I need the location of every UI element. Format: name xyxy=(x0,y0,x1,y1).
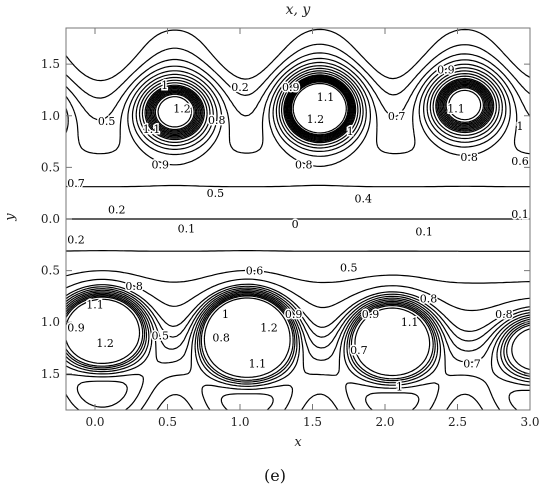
y-tick-label: 1.0 xyxy=(41,109,60,123)
contour-value-label: 0.8 xyxy=(295,158,313,171)
contour-line xyxy=(66,81,530,381)
contour-value-label: 0.9 xyxy=(67,321,85,334)
contour-value-label: 1 xyxy=(517,120,524,133)
contour-value-label: 0.1 xyxy=(511,208,529,221)
contour-value-label: 0.7 xyxy=(463,358,481,371)
contour-line xyxy=(66,61,530,188)
contour-line xyxy=(66,43,530,99)
panel-label: (e) xyxy=(264,466,286,485)
contour-value-label: 0.2 xyxy=(231,81,249,94)
contour-line xyxy=(66,74,530,332)
contour-value-label: 1.1 xyxy=(317,91,335,104)
contour-value-label: 0.9 xyxy=(437,63,455,76)
contour-value-label: 0.5 xyxy=(98,115,116,128)
contour-value-label: 1.1 xyxy=(249,358,267,371)
contour-labels: 1 0.2 0.90.91.21.11.10.51.10.8 1.210.710.9 0… xyxy=(66,62,531,395)
y-tick-label: 1.5 xyxy=(41,57,60,71)
contour-value-label: 0.8 xyxy=(495,308,513,321)
contour-value-label: 0.1 xyxy=(178,222,196,235)
contour-lines xyxy=(66,28,530,410)
contour-chart: 0.0 0.5 1.0 1.5 2.0 2.5 3.0 1.5 1.0 0.5 0.0 0.5 1.0 1… xyxy=(3,2,540,450)
contour-value-label: 1.1 xyxy=(143,123,161,136)
contour-value-label: 1.2 xyxy=(307,113,325,126)
contour-value-label: 1 xyxy=(396,380,403,393)
contour-value-label: 0.7 xyxy=(388,110,406,123)
chart-title: x, y xyxy=(286,2,312,18)
contour-value-label: 0.8 xyxy=(460,151,478,164)
y-tick-label: 0.5 xyxy=(41,264,60,278)
contour-value-label: 0.5 xyxy=(152,330,170,343)
x-tick-label: 2.5 xyxy=(448,415,467,429)
contour-value-label: 0.4 xyxy=(355,192,373,205)
contour-value-label: 1.2 xyxy=(96,337,114,350)
contour-line xyxy=(66,52,530,121)
contour-value-label: 0.2 xyxy=(67,234,85,247)
contour-value-label: 0.2 xyxy=(108,204,126,217)
y-tick-label: 0.5 xyxy=(41,160,60,174)
y-axis-label: y xyxy=(3,213,18,222)
axis-ticks: 0.0 0.5 1.0 1.5 2.0 2.5 3.0 1.5 1.0 0.5 0.0 0.5 1.0 1… xyxy=(41,28,540,429)
contour-line xyxy=(66,72,530,312)
contour-line xyxy=(66,76,530,408)
contour-line xyxy=(66,80,530,383)
contour-value-label: 1 xyxy=(222,308,229,321)
contour-value-label: 0.8 xyxy=(420,292,438,305)
contour-line xyxy=(66,79,530,385)
contour-value-label: 1.2 xyxy=(260,321,278,334)
contour-value-label: 1.1 xyxy=(86,299,104,312)
contour-line xyxy=(66,82,530,378)
y-tick-label: 1.5 xyxy=(41,367,60,381)
contour-line xyxy=(66,57,530,155)
contour-value-label: 0.9 xyxy=(152,158,170,171)
contour-value-label: 0.5 xyxy=(340,262,358,275)
x-tick-label: 1.0 xyxy=(230,415,249,429)
x-tick-label: 0.0 xyxy=(85,415,104,429)
contour-value-label: 0.8 xyxy=(212,332,230,345)
contour-value-label: 0.9 xyxy=(362,308,380,321)
contour-line xyxy=(66,70,530,284)
contour-value-label: 0.8 xyxy=(125,280,143,293)
y-tick-label: 1.0 xyxy=(41,315,60,329)
contour-line xyxy=(66,77,530,410)
contour-value-label: 0.7 xyxy=(350,344,368,357)
contour-value-label: 0.5 xyxy=(207,187,225,200)
contour-line xyxy=(66,65,530,220)
x-axis-label: x xyxy=(294,435,302,450)
contour-line xyxy=(66,75,530,342)
contour-value-label: 1.1 xyxy=(401,316,419,329)
contour-value-label: 1.1 xyxy=(447,103,465,116)
x-tick-label: 1.5 xyxy=(303,415,322,429)
contour-value-label: 0 xyxy=(292,218,299,231)
y-tick-label: 0.0 xyxy=(41,212,60,226)
x-tick-label: 2.0 xyxy=(375,415,394,429)
x-tick-label: 3.0 xyxy=(520,415,539,429)
contour-line xyxy=(66,78,530,410)
contour-value-label: 0.6 xyxy=(511,155,529,168)
contour-value-label: 1 xyxy=(347,125,354,138)
contour-value-label: 0.9 xyxy=(282,81,300,94)
contour-line xyxy=(66,67,530,252)
contour-value-label: 0.1 xyxy=(415,225,433,238)
contour-line xyxy=(66,78,530,410)
contour-value-label: 0.6 xyxy=(246,265,264,278)
contour-value-label: 0.8 xyxy=(208,114,226,127)
x-tick-label: 0.5 xyxy=(158,415,177,429)
contour-value-label: 1.2 xyxy=(173,103,191,116)
contour-value-label: 1 xyxy=(161,79,168,92)
contour-value-label: 0.7 xyxy=(67,177,85,190)
contour-value-label: 0.9 xyxy=(285,308,303,321)
